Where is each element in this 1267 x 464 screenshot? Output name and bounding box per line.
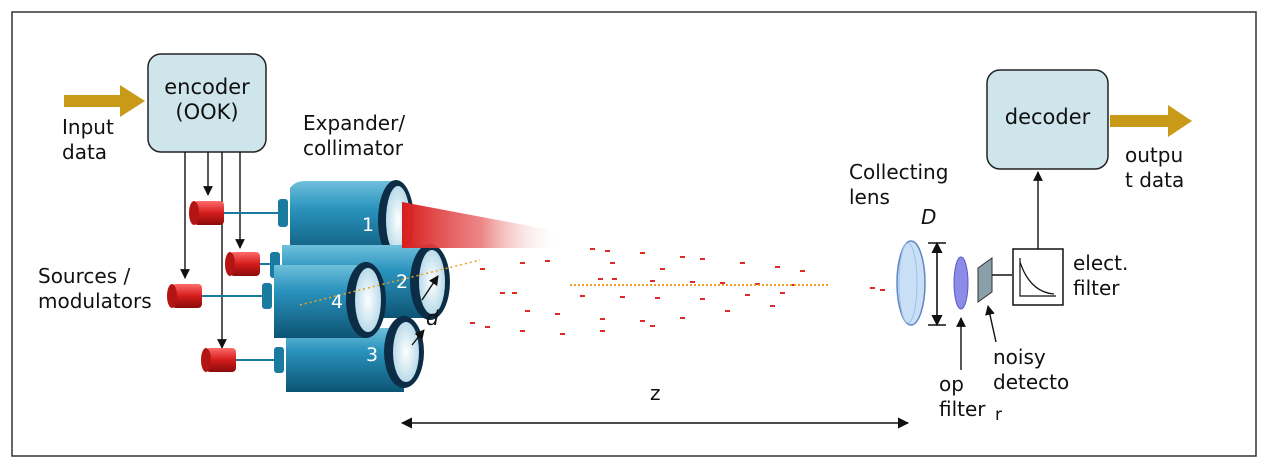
d-arrow: [421, 275, 439, 301]
sources-modulators-label: Sources / modulators: [38, 264, 152, 313]
output-data-label: outpu t data: [1125, 143, 1185, 192]
beam-1: [402, 202, 562, 248]
collimator-4: [262, 262, 386, 338]
noisy-detector-label: noisy detecto: [993, 345, 1070, 394]
expander-collimator-label: Expander/ collimator: [303, 111, 406, 160]
noisy-detector: [977, 257, 993, 303]
beam-traces: [470, 248, 885, 335]
lens-diameter-label: D: [921, 205, 937, 229]
elect-filter-label: elect. filter: [1073, 251, 1129, 300]
diagram-frame: [11, 11, 1257, 457]
collecting-lens: [896, 240, 926, 326]
modulation-lines: [180, 152, 245, 349]
noisy-detector-label-tail: r: [995, 405, 1002, 425]
aperture-label: d: [426, 306, 439, 330]
distance-label: z: [650, 381, 661, 405]
collecting-lens-label: Collecting lens: [849, 160, 949, 209]
decoder-label: decoder: [1004, 105, 1091, 129]
decoder-box: [986, 69, 1109, 170]
beam-label-3: 3: [366, 344, 379, 366]
input-data-label: Input data: [62, 115, 114, 164]
beam-label-4: 4: [331, 291, 344, 313]
beam-label-1: 1: [362, 214, 375, 236]
source-modulators: [167, 201, 280, 372]
d-arrow-2: [411, 329, 425, 346]
output-arrow: [1110, 105, 1192, 137]
op-filter-label: op filter: [939, 372, 986, 421]
detector-pointer: [985, 305, 997, 343]
beam-label-2: 2: [396, 271, 409, 293]
collimator-3: [274, 316, 424, 392]
encoder-box: [147, 53, 267, 153]
input-arrow: [64, 85, 145, 117]
encoder-label: encoder (OOK): [164, 75, 250, 124]
beam-centerline-left: [299, 259, 481, 306]
optical-filter: [953, 256, 969, 310]
